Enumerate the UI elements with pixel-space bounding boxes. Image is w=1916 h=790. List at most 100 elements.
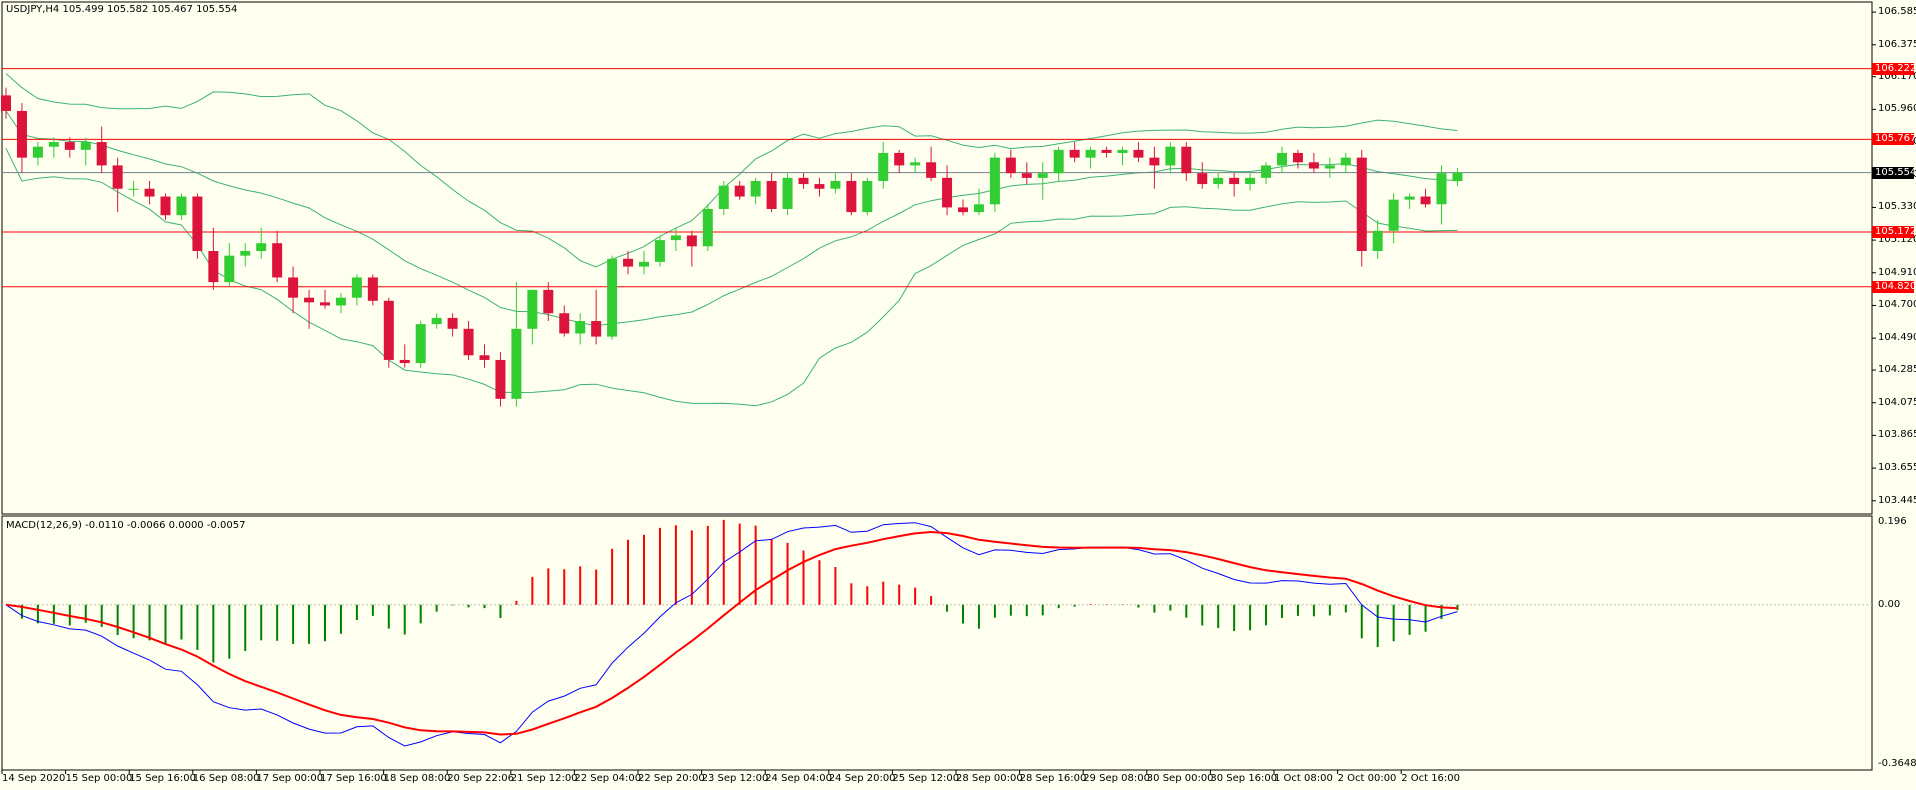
candle-body xyxy=(1404,196,1415,200)
candle-body xyxy=(1005,157,1016,174)
macd-plot-frame xyxy=(1,515,1873,771)
level-price-tag: 106.222 xyxy=(1872,62,1916,75)
candle-body xyxy=(973,204,984,213)
candle-body xyxy=(112,165,123,189)
time-tick-label: 16 Sep 08:00 xyxy=(192,773,260,784)
candle-body xyxy=(639,261,649,267)
candle-body xyxy=(447,317,458,329)
price-tick-label: 103.865 xyxy=(1878,429,1916,441)
candle-body xyxy=(1133,149,1144,158)
candle-body xyxy=(766,180,777,209)
macd-header: MACD(12,26,9) -0.0110 -0.0066 0.0000 -0.… xyxy=(6,520,246,531)
candle-body xyxy=(367,277,378,301)
time-tick-label: 17 Sep 16:00 xyxy=(320,773,387,784)
time-tick-label: 25 Sep 12:00 xyxy=(892,773,960,784)
price-tick-label: 104.910 xyxy=(1878,266,1916,278)
time-tick-label: 17 Sep 00:00 xyxy=(256,773,324,784)
candle-body xyxy=(989,157,1000,205)
level-price-tag: 105.767 xyxy=(1872,133,1916,146)
candle-body xyxy=(1037,173,1048,178)
candle-body xyxy=(798,177,809,185)
candle-body xyxy=(958,207,968,213)
time-tick-label: 18 Sep 08:00 xyxy=(383,773,451,784)
candle-body xyxy=(399,359,410,364)
candle-body xyxy=(1277,152,1287,166)
level-price-tag: 104.820 xyxy=(1872,280,1916,293)
candle-body xyxy=(383,300,394,360)
candle-body xyxy=(1356,157,1367,251)
time-tick-label: 30 Sep 16:00 xyxy=(1210,773,1278,784)
candle-body xyxy=(1101,149,1112,153)
time-tick-label: 1 Oct 08:00 xyxy=(1274,773,1333,784)
candle-body xyxy=(1245,177,1256,185)
time-tick-label: 29 Sep 08:00 xyxy=(1083,773,1150,784)
candle-body xyxy=(1069,149,1080,158)
time-tick-label: 22 Sep 04:00 xyxy=(574,773,642,784)
candle-body xyxy=(1,95,11,111)
candle-body xyxy=(431,317,442,325)
time-tick-label: 28 Sep 16:00 xyxy=(1019,773,1087,784)
candle-body xyxy=(479,355,490,360)
bollinger-middle-band xyxy=(5,110,1458,327)
price-tick-label: 106.170 xyxy=(1878,70,1916,82)
candle-body xyxy=(351,277,362,298)
candle-body xyxy=(1117,149,1128,153)
candle-body xyxy=(1388,199,1399,231)
candle-body xyxy=(1308,162,1319,169)
candle-body xyxy=(96,142,107,166)
candle-body xyxy=(814,184,825,189)
time-tick-label: 30 Sep 00:00 xyxy=(1146,773,1214,784)
price-tick-label: 104.075 xyxy=(1878,396,1916,408)
symbol-header: USDJPY,H4 105.499 105.582 105.467 105.55… xyxy=(6,4,238,15)
candle-body xyxy=(335,297,346,306)
candle-body xyxy=(670,235,681,241)
candle-body xyxy=(1229,177,1240,185)
candle-body xyxy=(782,177,793,209)
candle-body xyxy=(607,258,618,337)
candle-body xyxy=(64,142,75,150)
time-tick-label: 23 Sep 12:00 xyxy=(701,773,769,784)
bollinger-lower-band xyxy=(5,148,1458,407)
candle-body xyxy=(926,162,937,178)
candle-body xyxy=(1436,173,1447,205)
time-tick-label: 15 Sep 00:00 xyxy=(65,773,133,784)
candle-body xyxy=(750,180,761,197)
macd-signal-line xyxy=(5,530,1458,736)
candle-body xyxy=(1372,230,1383,251)
candle-body xyxy=(1452,172,1463,182)
candle-body xyxy=(1085,149,1096,158)
price-tick-label: 106.375 xyxy=(1878,38,1916,50)
candle-body xyxy=(718,185,729,209)
price-tick-label: 105.330 xyxy=(1878,201,1916,213)
time-tick-label: 24 Sep 04:00 xyxy=(765,773,832,784)
candle-body xyxy=(240,250,251,256)
candle-body xyxy=(1213,177,1224,185)
candle-body xyxy=(702,208,713,247)
time-tick-label: 24 Sep 20:00 xyxy=(828,773,896,784)
time-tick-label: 2 Oct 16:00 xyxy=(1401,773,1461,784)
candle-body xyxy=(224,255,235,283)
candle-body xyxy=(272,243,283,278)
candle-body xyxy=(16,110,27,158)
candle-body xyxy=(910,162,921,166)
time-tick-label: 21 Sep 12:00 xyxy=(510,773,578,784)
candle-body xyxy=(846,180,857,213)
candle-body xyxy=(527,289,538,329)
candle-body xyxy=(1324,165,1335,169)
time-tick-label: 2 Oct 00:00 xyxy=(1337,773,1397,784)
time-tick-label: 20 Sep 22:06 xyxy=(447,773,514,784)
candle-body xyxy=(288,277,299,298)
candle-body xyxy=(32,146,43,158)
candle-body xyxy=(463,328,474,356)
price-tick-label: 104.700 xyxy=(1878,299,1916,311)
candle-body xyxy=(942,177,953,208)
macd-tick-label: 0.00 xyxy=(1878,598,1901,610)
candle-body xyxy=(1053,149,1064,174)
candle-body xyxy=(1340,157,1351,166)
price-tick-label: 103.655 xyxy=(1878,462,1916,474)
price-tick-label: 104.490 xyxy=(1878,332,1916,344)
candle-body xyxy=(591,321,602,337)
candle-body xyxy=(654,240,665,262)
